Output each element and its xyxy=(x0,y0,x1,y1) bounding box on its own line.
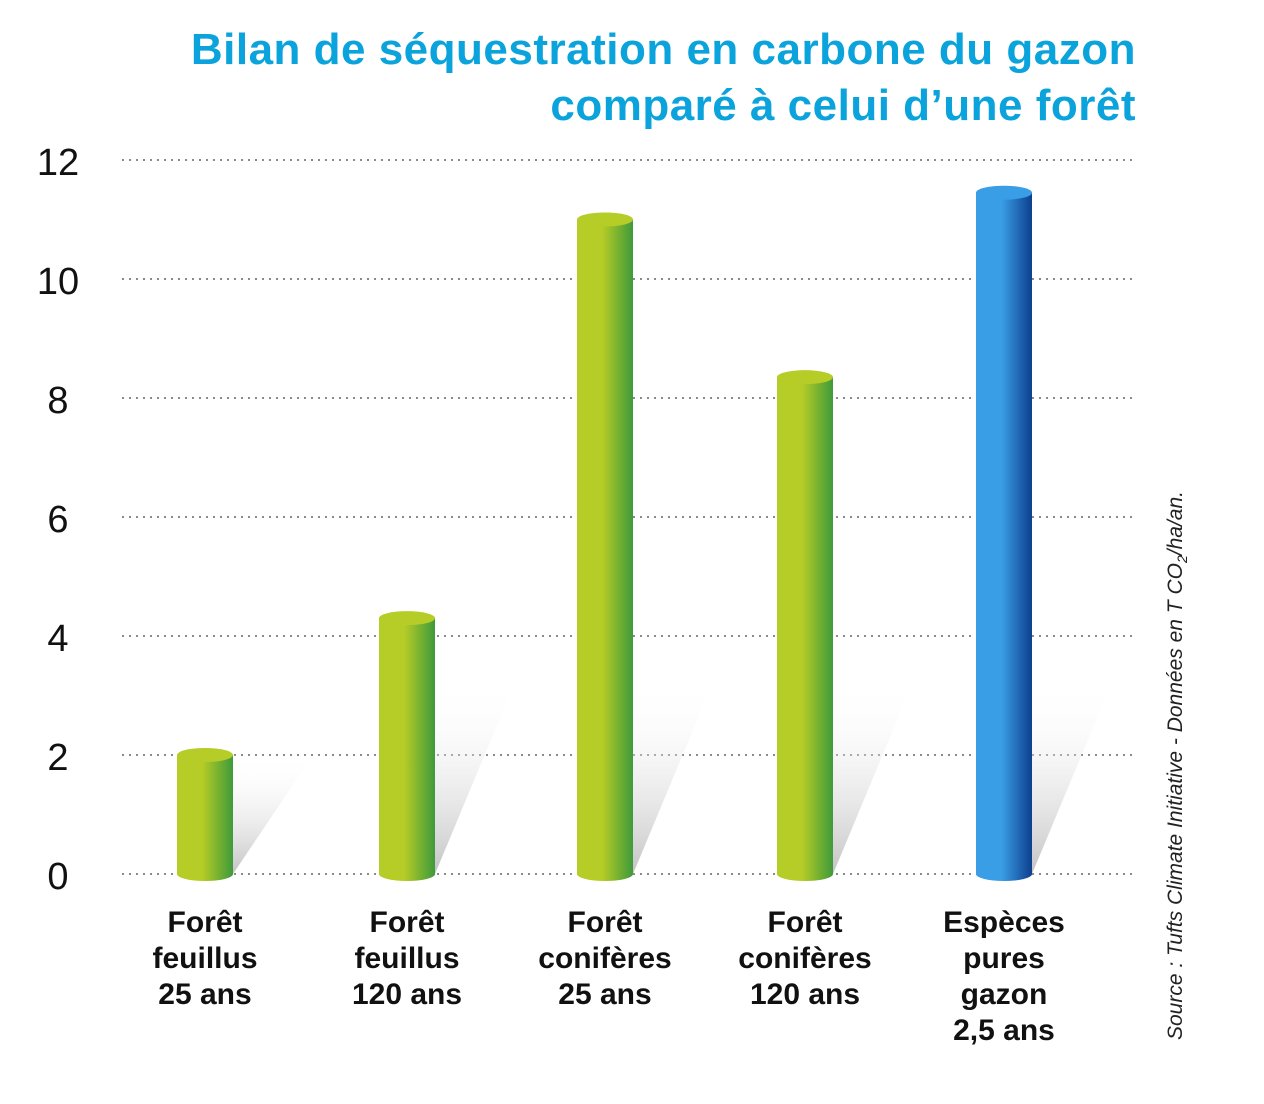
bar xyxy=(777,377,833,881)
bar-cap xyxy=(777,370,833,385)
source-note: Source : Tufts Climate Initiative - Donn… xyxy=(1164,491,1190,1040)
bar xyxy=(577,219,633,881)
x-tick-label-line: Forêt xyxy=(370,906,445,939)
x-tick-label-line: Forêt xyxy=(768,906,843,939)
x-tick-label-line: conifères xyxy=(538,942,671,975)
x-tick-label-line: conifères xyxy=(738,942,871,975)
bar-shadow xyxy=(1032,682,1112,874)
bar-cap xyxy=(177,748,233,762)
x-tick-label: Forêt feuillus 25 ans xyxy=(152,906,257,1011)
y-tick-label: 6 xyxy=(47,499,68,541)
source-subscript: 2 xyxy=(1174,555,1191,564)
x-tick-label-line: gazon xyxy=(961,978,1048,1011)
bar xyxy=(379,618,435,881)
bar-shadow xyxy=(833,682,913,874)
x-tick-label-line: 2,5 ans xyxy=(953,1014,1055,1047)
y-tick-label: 4 xyxy=(47,618,68,660)
bar-shadow xyxy=(233,755,313,874)
source-suffix: /ha/an. xyxy=(1164,491,1187,556)
x-tick-label-line: feuillus xyxy=(152,942,257,975)
bar xyxy=(976,192,1032,882)
bar-cap xyxy=(577,212,633,227)
x-tick-label: Forêt feuillus 120 ans xyxy=(352,906,462,1011)
x-tick-label-line: 25 ans xyxy=(558,978,651,1011)
x-tick-label-line: Espèces xyxy=(943,906,1065,939)
bar-shadow xyxy=(633,682,713,874)
x-tick-label-line: 25 ans xyxy=(158,978,251,1011)
chart-title: Bilan de séquestration en carbone du gaz… xyxy=(191,22,1136,134)
x-tick-label: Forêt conifères 25 ans xyxy=(538,906,671,1011)
y-tick-label: 10 xyxy=(37,261,79,303)
y-tick-label: 0 xyxy=(47,856,68,898)
chart-title-line-1: Bilan de séquestration en carbone du gaz… xyxy=(190,25,1136,74)
bar-shadow xyxy=(435,682,515,874)
y-tick-label: 12 xyxy=(37,142,79,184)
x-tick-label: Espèces pures gazon 2,5 ans xyxy=(943,906,1065,1047)
bar-cap xyxy=(379,611,435,626)
x-tick-label-line: Forêt xyxy=(168,906,243,939)
x-tick-label-line: 120 ans xyxy=(750,978,860,1011)
x-tick-label-line: pures xyxy=(963,942,1045,975)
y-tick-label: 2 xyxy=(47,737,68,779)
x-tick-label: Forêt conifères 120 ans xyxy=(738,906,871,1011)
y-tick-label: 8 xyxy=(47,380,68,422)
bar xyxy=(177,755,233,881)
source-prefix: Source : Tufts Climate Initiative - Donn… xyxy=(1164,563,1187,1040)
x-tick-label-line: feuillus xyxy=(354,942,459,975)
x-tick-label-line: 120 ans xyxy=(352,978,462,1011)
x-tick-label-line: Forêt xyxy=(568,906,643,939)
chart-title-line-2: comparé à celui d’une forêt xyxy=(550,81,1136,130)
bar-cap xyxy=(976,185,1032,200)
